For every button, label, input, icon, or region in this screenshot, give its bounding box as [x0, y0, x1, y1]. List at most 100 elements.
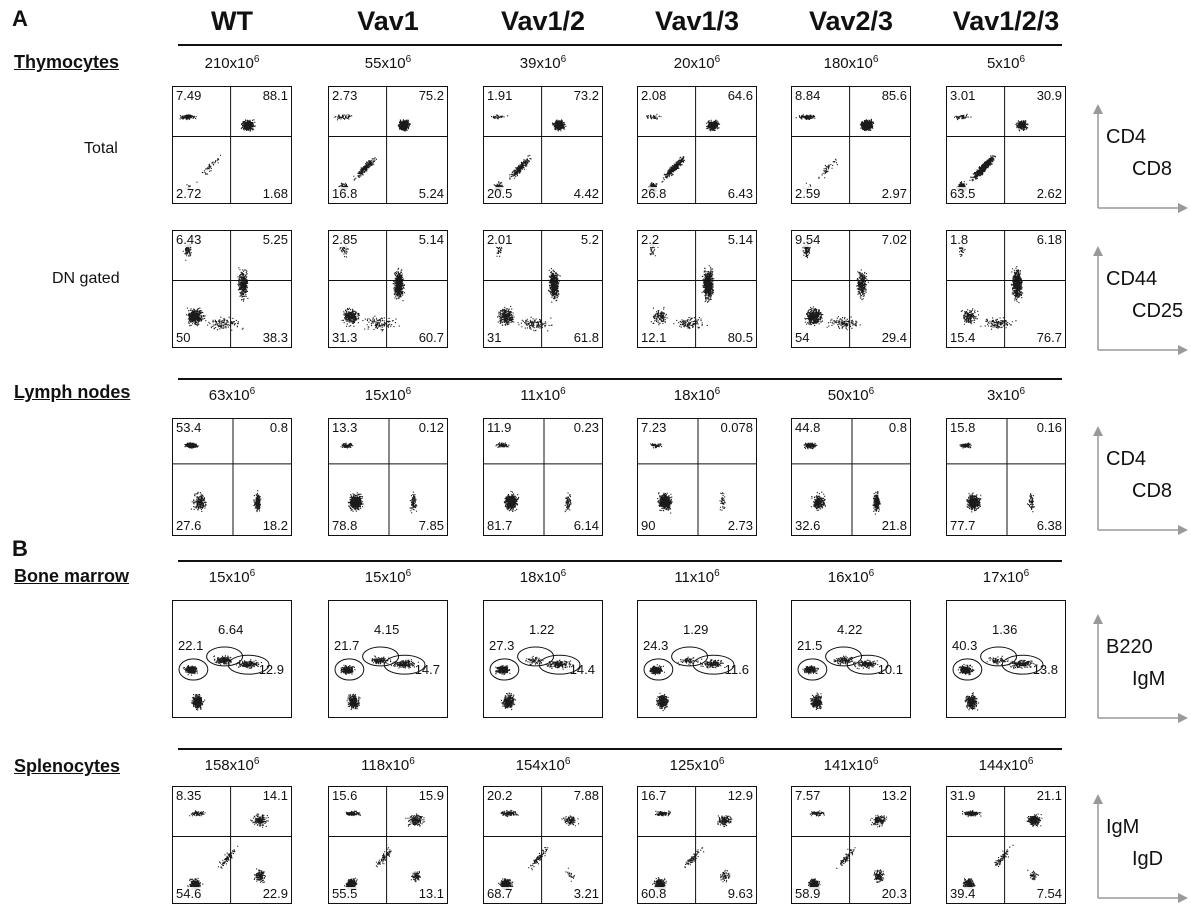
cell-count: 11x106 [637, 568, 757, 586]
flow-plot: 44.8 0.8 32.6 21.8 [791, 418, 911, 536]
scatter-points [638, 419, 756, 535]
quadrant-value: 6.18 [1035, 232, 1063, 247]
quadrant-value: 2.72 [175, 186, 203, 201]
quadrant-value: 4.42 [572, 186, 600, 201]
flow-plot: 9.54 7.02 54 29.4 [791, 230, 911, 348]
quadrant-value: 54 [794, 330, 811, 345]
cell-count-base: x10 [690, 387, 715, 404]
quadrant-value: 26.8 [640, 186, 668, 201]
quadrant-value: 5.14 [726, 232, 754, 247]
quadrant-value: 77.7 [949, 518, 977, 533]
cell-count: 18x106 [483, 568, 603, 586]
cell-count: 20x106 [637, 54, 757, 72]
quadrant-value: 4.15 [374, 622, 400, 637]
scatter-points [643, 646, 735, 712]
gate-ellipse [846, 654, 889, 675]
quadrant-value: 6.64 [218, 622, 244, 637]
scatter-points [329, 87, 447, 203]
quadrant-value: 1.91 [486, 88, 514, 103]
quadrant-value: 68.7 [486, 886, 514, 901]
y-axis-label: IgM [1106, 816, 1140, 838]
cell-count-exponent: 6 [560, 568, 567, 579]
cell-count-base: x10 [385, 757, 410, 774]
column-header: WT [211, 6, 253, 36]
cell-count-mantissa: 118 [361, 757, 386, 774]
cell-count-exponent: 6 [714, 568, 720, 579]
flow-plot: 31.9 21.1 39.4 7.54 [946, 786, 1066, 904]
y-axis-label: B220 [1106, 636, 1153, 658]
section-divider [178, 44, 1062, 46]
quadrant-value: 2.2 [640, 232, 661, 247]
section-divider [178, 560, 1062, 562]
flow-plot: 11.9 0.23 81.7 6.14 [483, 418, 603, 536]
quadrant-value: 14.7 [414, 662, 440, 677]
quadrant-value: 73.2 [572, 88, 600, 103]
cell-count-exponent: 6 [564, 756, 571, 767]
quadrant-value: 63.5 [949, 186, 977, 201]
cell-count-base: x10 [229, 757, 254, 774]
quadrant-value: 8.35 [175, 788, 203, 803]
gate-ellipse [489, 658, 520, 681]
cell-count: 39x106 [483, 54, 603, 72]
cell-count-base: x10 [225, 569, 250, 586]
quadrant-value: 12.9 [258, 662, 284, 677]
cell-count-mantissa: 154 [515, 757, 541, 774]
scatter-points [484, 231, 602, 347]
quadrant-value: 58.9 [794, 886, 822, 901]
cell-count-exponent: 6 [405, 386, 412, 397]
cell-count: 50x106 [791, 386, 911, 404]
scatter-points [638, 787, 756, 903]
quadrant-value: 1.22 [529, 622, 555, 637]
flow-plot: 16.7 12.9 60.8 9.63 [637, 786, 757, 904]
x-axis-label: CD25 [1132, 300, 1184, 322]
scatter-points [489, 646, 581, 711]
cell-count-exponent: 6 [409, 756, 415, 767]
cell-count-mantissa: 15 [208, 569, 226, 586]
flow-plot: 2.08 64.6 26.8 6.43 [637, 86, 757, 204]
cell-count-exponent: 6 [560, 54, 567, 65]
cell-count-mantissa: 141 [823, 757, 849, 774]
quadrant-value: 78.8 [331, 518, 359, 533]
cell-count: 17x106 [946, 568, 1066, 586]
quadrant-value: 11.9 [486, 420, 513, 435]
cell-count-mantissa: 17 [982, 569, 1000, 586]
flow-plot: 3.01 30.9 63.5 2.62 [946, 86, 1066, 204]
cell-count: 63x106 [172, 386, 292, 404]
x-axis-label: CD8 [1132, 158, 1173, 180]
cell-count-exponent: 6 [718, 756, 725, 767]
cell-count-mantissa: 20 [673, 55, 691, 72]
scatter-points [173, 231, 291, 347]
cell-count: 15x106 [328, 568, 448, 586]
cell-count: 154x106 [483, 756, 603, 774]
gate-ellipse [952, 658, 983, 681]
quadrant-value: 44.8 [794, 420, 822, 435]
flow-plot: 2.2 5.14 12.1 80.5 [637, 230, 757, 348]
flow-plot: 7.49 88.1 2.72 1.68 [172, 86, 292, 204]
quadrant-value: 5.25 [261, 232, 289, 247]
cell-count: 5x106 [946, 54, 1066, 72]
cell-count-base: x10 [540, 757, 565, 774]
scatter-points [947, 231, 1065, 347]
axis-arrows [1093, 794, 1188, 903]
quadrant-value: 64.6 [726, 88, 754, 103]
flow-plot: 8.84 85.6 2.59 2.97 [791, 86, 911, 204]
quadrant-value: 2.85 [331, 232, 359, 247]
quadrant-value: 7.02 [880, 232, 908, 247]
cell-count-base: x10 [848, 757, 873, 774]
cell-count-base: x10 [995, 55, 1020, 72]
quadrant-value: 7.23 [640, 420, 668, 435]
cell-count-mantissa: 11 [674, 569, 690, 586]
gate-ellipse [362, 646, 400, 667]
gate-ellipse [178, 658, 209, 681]
column-header: Vav1/2/3 [952, 6, 1060, 36]
quadrant-value: 2.08 [640, 88, 668, 103]
cell-count-base: x10 [844, 569, 869, 586]
cell-count-mantissa: 144 [978, 757, 1004, 774]
gate-ellipse [334, 658, 365, 681]
cell-count-exponent: 6 [868, 568, 875, 579]
column-header: Vav2/3 [808, 6, 894, 36]
quadrant-value: 0.12 [417, 420, 445, 435]
scatter-points [792, 87, 910, 203]
quadrant-value: 7.54 [1035, 886, 1063, 901]
axis-arrows [1093, 426, 1188, 535]
